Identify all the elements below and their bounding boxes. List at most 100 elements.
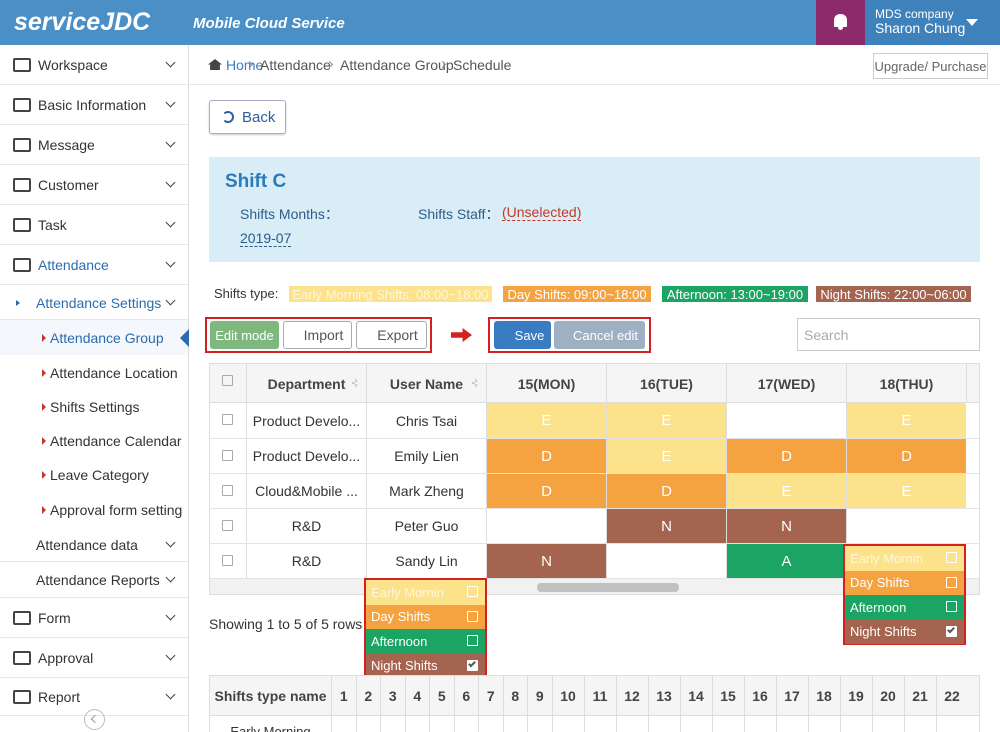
sidebar-label: Approval	[38, 650, 94, 666]
checkbox[interactable]	[222, 555, 233, 566]
user-menu[interactable]: MDS company Sharon Chung	[865, 0, 1000, 45]
sidebar-item[interactable]: Attendance Settings	[0, 285, 188, 320]
save-button[interactable]: Save	[494, 321, 551, 349]
checkbox[interactable]	[222, 485, 233, 496]
collapse-button[interactable]	[84, 709, 105, 730]
checkbox[interactable]	[946, 576, 957, 588]
sidebar-item[interactable]: Attendance data	[0, 527, 188, 562]
checkbox[interactable]	[467, 610, 478, 622]
sidebar-item[interactable]: Customer	[0, 165, 188, 205]
sidebar-item[interactable]: Basic Information	[0, 85, 188, 125]
shift-cell[interactable]: N	[726, 509, 846, 543]
column-header[interactable]: 16(TUE)	[606, 364, 726, 403]
shift-cell[interactable]	[606, 544, 726, 578]
back-button[interactable]: Back	[209, 100, 286, 134]
sidebar-item[interactable]: Attendance	[0, 245, 188, 285]
dropdown-option[interactable]: Day Shifts	[845, 570, 964, 595]
shift-cell[interactable]: D	[726, 439, 846, 473]
shift-cell[interactable]: D	[486, 439, 606, 473]
checkbox[interactable]	[222, 520, 233, 531]
checkbox[interactable]	[222, 375, 233, 386]
column-header[interactable]: 18(THU)	[846, 364, 966, 403]
shift-cell[interactable]: D	[606, 474, 726, 508]
shift-cell[interactable]: N	[486, 544, 606, 578]
sidebar-icon	[13, 690, 31, 704]
dropdown-option[interactable]: Early Mornin	[366, 580, 485, 605]
column-header[interactable]: User Name	[366, 364, 486, 403]
sidebar-label: Leave Category	[50, 467, 149, 483]
table-cell: Peter Guo	[366, 509, 486, 543]
shift-cell[interactable]: E	[606, 439, 726, 473]
upgrade-button[interactable]: Upgrade/ Purchase	[873, 53, 988, 79]
shift-cell[interactable]: D	[486, 474, 606, 508]
breadcrumb-item[interactable]: Attendance	[260, 57, 331, 73]
sidebar-item[interactable]: Attendance Group	[0, 320, 189, 355]
notification-button[interactable]	[816, 0, 865, 45]
column-header[interactable]: Department	[246, 364, 366, 403]
sidebar-item[interactable]: Approval form setting	[0, 492, 188, 527]
checkbox[interactable]	[946, 601, 957, 612]
sidebar-item[interactable]: Attendance Location	[0, 355, 188, 390]
shift-cell[interactable]	[726, 403, 846, 438]
edit-mode-button[interactable]: Edit mode	[210, 321, 279, 349]
column-header: 21	[903, 676, 936, 716]
shift-cell[interactable]: N	[606, 509, 726, 543]
back-icon	[222, 111, 234, 123]
shift-cell[interactable]: A	[726, 544, 846, 578]
sidebar-item[interactable]: Workspace	[0, 45, 188, 85]
table-cell	[551, 716, 584, 732]
shift-cell[interactable]: E	[846, 403, 966, 438]
sidebar-label: Attendance data	[36, 536, 138, 553]
shift-cell[interactable]: E	[486, 403, 606, 438]
column-header: Shifts type name	[214, 688, 327, 704]
check	[468, 659, 476, 667]
dropdown-option[interactable]: Night Shifts	[845, 619, 964, 644]
checkbox[interactable]	[222, 450, 233, 461]
search-input[interactable]: Search	[797, 318, 980, 351]
company: MDS company	[875, 7, 954, 21]
shift-cell[interactable]	[846, 509, 966, 543]
staff-link[interactable]: (Unselected)	[502, 204, 582, 221]
chevron	[165, 177, 176, 188]
column-header: 22	[935, 676, 968, 716]
dropdown-option[interactable]: Early Mornin	[845, 546, 964, 571]
shift-cell[interactable]: E	[846, 474, 966, 508]
bullet	[42, 471, 46, 479]
check	[947, 625, 955, 633]
shift-cell[interactable]: E	[606, 403, 726, 438]
breadcrumb-item[interactable]: Home	[226, 57, 264, 73]
sidebar-item[interactable]: Task	[0, 205, 188, 245]
shift-cell[interactable]	[486, 509, 606, 543]
cancel-button[interactable]: Cancel edit	[554, 321, 645, 349]
checkbox[interactable]	[946, 552, 957, 563]
dropdown-option[interactable]: Afternoon	[845, 595, 964, 620]
checkbox[interactable]	[222, 414, 233, 425]
import-button[interactable]: Import	[283, 321, 352, 349]
sidebar-item[interactable]: Form	[0, 598, 188, 638]
shift-dropdown: Early Mornin Day Shifts Afternoon Night Shi…	[364, 578, 487, 679]
dropdown-option[interactable]: Night Shifts	[366, 653, 485, 678]
shift-cell[interactable]: D	[846, 439, 966, 473]
sidebar-item[interactable]: Shifts Settings	[0, 390, 188, 424]
checkbox[interactable]	[467, 635, 478, 646]
export-button[interactable]: Export	[356, 321, 427, 349]
sidebar-item[interactable]: Attendance Reports	[0, 562, 188, 598]
column-header: 20	[871, 676, 904, 716]
sidebar-item[interactable]: Leave Category	[0, 458, 188, 492]
column-header: 19	[839, 676, 872, 716]
column-header[interactable]: 17(WED)	[726, 364, 846, 403]
sidebar-item[interactable]: Attendance Calendar	[0, 424, 188, 458]
chevron	[165, 97, 176, 108]
dropdown-option[interactable]: Afternoon	[366, 629, 485, 654]
breadcrumb-item[interactable]: Attendance Group	[340, 57, 454, 73]
sidebar-item[interactable]: Approval	[0, 638, 188, 678]
column-header[interactable]: 15(MON)	[486, 364, 606, 403]
checkbox[interactable]	[467, 659, 478, 671]
table-cell	[615, 716, 648, 732]
sidebar-item[interactable]: Message	[0, 125, 188, 165]
checkbox[interactable]	[467, 586, 478, 597]
scroll-thumb[interactable]	[537, 583, 679, 592]
dropdown-option[interactable]: Day Shifts	[366, 604, 485, 629]
shift-cell[interactable]: E	[726, 474, 846, 508]
checkbox[interactable]	[946, 625, 957, 637]
